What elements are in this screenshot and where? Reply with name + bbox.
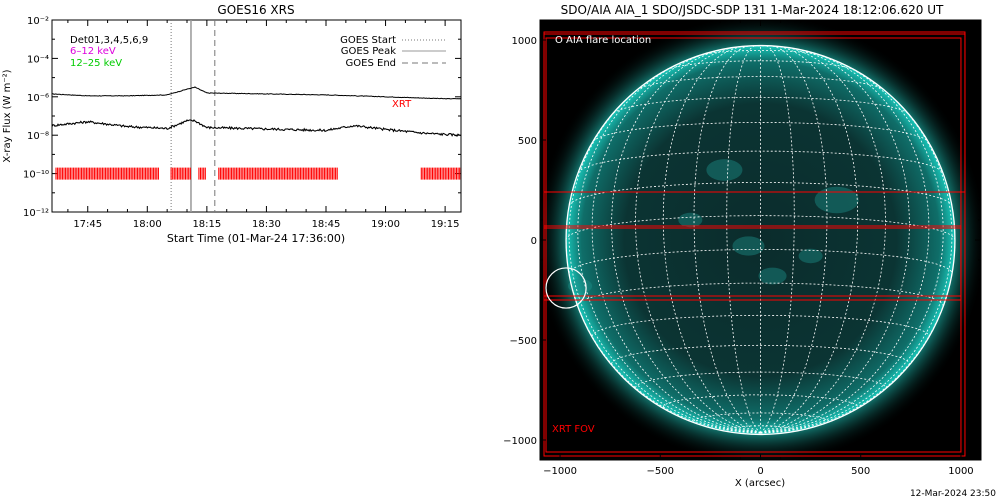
- goes-series-line: [52, 86, 461, 100]
- y-tick-label: 10⁻¹²: [23, 208, 49, 219]
- y-tick-label: 10⁻²: [27, 16, 49, 27]
- goes-chart-title: GOES16 XRS: [217, 3, 294, 17]
- x-tick-label: 17:45: [73, 219, 102, 230]
- active-region: [706, 159, 743, 181]
- goes-x-axis: 17:45 18:00 18:15 18:30 18:45 19:00 19:15: [67, 20, 460, 230]
- aia-title: SDO/AIA AIA_1 SDO/JSDC-SDP 131 1-Mar-202…: [561, 3, 944, 17]
- longitude-line: [760, 56, 944, 434]
- aia-x-tick-label: 1000: [948, 466, 973, 477]
- xrt-observation: [218, 167, 338, 180]
- goes-event-markers: [170, 20, 216, 212]
- legend-goes-start: GOES Start: [340, 35, 396, 46]
- latitude-line: [577, 282, 944, 307]
- x-tick-label: 18:30: [252, 219, 281, 230]
- active-region: [798, 248, 823, 264]
- xrt-fov-box: [543, 227, 962, 297]
- aia-x-axis-label: X (arcsec): [735, 478, 785, 489]
- xrt-label: XRT: [392, 99, 412, 110]
- latitude-line: [635, 371, 886, 388]
- y-tick-label: 10⁻⁸: [27, 131, 49, 142]
- flare-location-label: O AIA flare location: [555, 35, 651, 46]
- aia-x-tick-label: −500: [647, 466, 674, 477]
- longitude-line: [611, 47, 761, 434]
- aia-y-tick-label: 0: [531, 236, 537, 247]
- heliographic-grid: [565, 45, 956, 434]
- aia-y-tick-label: −1000: [503, 436, 537, 447]
- xrt-observation: [55, 167, 159, 180]
- xrt-fov-box: [543, 33, 966, 193]
- aia-x-tick-label: 500: [851, 466, 870, 477]
- footer-timestamp: 12-Mar-2024 23:50: [910, 489, 996, 499]
- goes-lightcurve-chart: GOES16 XRS 10⁻¹² 10⁻¹⁰ 10⁻⁸ 10⁻⁶ 10⁻⁴ 10⁻² 17…: [2, 3, 462, 245]
- goes-y-axis-label: X-ray Flux (W m⁻²): [2, 69, 13, 162]
- latitude-line: [592, 121, 929, 142]
- y-tick-label: 10⁻¹⁰: [23, 170, 49, 181]
- active-regions: [568, 159, 859, 294]
- xrt-observation: [420, 167, 461, 180]
- xrt-fov-boxes: [543, 31, 966, 457]
- longitude-line: [760, 47, 910, 434]
- aia-y-tick-label: −500: [510, 336, 537, 347]
- x-tick-label: 18:00: [133, 219, 162, 230]
- goes-x-axis-label: Start Time (01-Mar-24 17:36:00): [167, 232, 345, 245]
- longitude-line: [568, 87, 761, 434]
- aia-y-tick-label: 500: [518, 136, 537, 147]
- x-tick-label: 19:00: [371, 219, 400, 230]
- aia-x-tick-label: −1000: [543, 466, 577, 477]
- x-tick-label: 18:15: [192, 219, 221, 230]
- active-region: [758, 267, 787, 285]
- active-region: [678, 212, 703, 228]
- x-tick-label: 18:45: [312, 219, 341, 230]
- aia-image-panel: SDO/AIA AIA_1 SDO/JSDC-SDP 131 1-Mar-202…: [503, 3, 982, 489]
- solar-limb: [565, 44, 956, 436]
- y-tick-label: 10⁻⁴: [27, 54, 49, 65]
- latitude-line: [662, 394, 859, 408]
- y-tick-label: 10⁻⁶: [27, 93, 49, 104]
- longitude-line: [577, 56, 761, 434]
- goes-series: [52, 86, 461, 137]
- longitude-line: [760, 45, 859, 434]
- legend-goes-peak: GOES Peak: [341, 46, 396, 57]
- longitude-line: [662, 45, 761, 434]
- aia-x-tick-label: 0: [757, 466, 763, 477]
- latitude-line: [613, 96, 908, 114]
- xrt-observation: [170, 167, 191, 180]
- goes-series-line: [52, 119, 461, 137]
- longitude-line: [760, 50, 930, 434]
- longitude-line: [760, 47, 886, 434]
- x-tick-label: 19:15: [431, 219, 460, 230]
- longitude-line: [591, 50, 761, 434]
- aia-y-tick-label: 1000: [512, 36, 537, 47]
- latitude-line: [611, 344, 910, 365]
- legend-goes-end: GOES End: [346, 58, 396, 69]
- top-label-detectors: Det01,3,4,5,6,9: [70, 35, 148, 46]
- longitude-line: [760, 45, 828, 434]
- longitude-line: [760, 87, 953, 434]
- top-label-6-12kev: 6–12 keV: [70, 46, 116, 57]
- longitude-line: [693, 45, 761, 434]
- aia-axes: −1000 −500 0 500 1000 −1000 −500 0 500 1000: [503, 20, 981, 477]
- active-region: [732, 236, 765, 256]
- xrt-observation: [198, 167, 206, 180]
- top-label-12-25kev: 12–25 keV: [70, 58, 122, 69]
- xrt-observation-bars: [55, 167, 461, 180]
- xrt-fov-label: XRT FOV: [552, 424, 595, 435]
- longitude-line: [635, 47, 761, 434]
- latitude-line: [568, 182, 953, 206]
- flare-location-circle: [545, 267, 587, 309]
- active-region: [814, 186, 859, 214]
- goes-legend: GOES Start GOES Peak GOES End: [340, 35, 446, 69]
